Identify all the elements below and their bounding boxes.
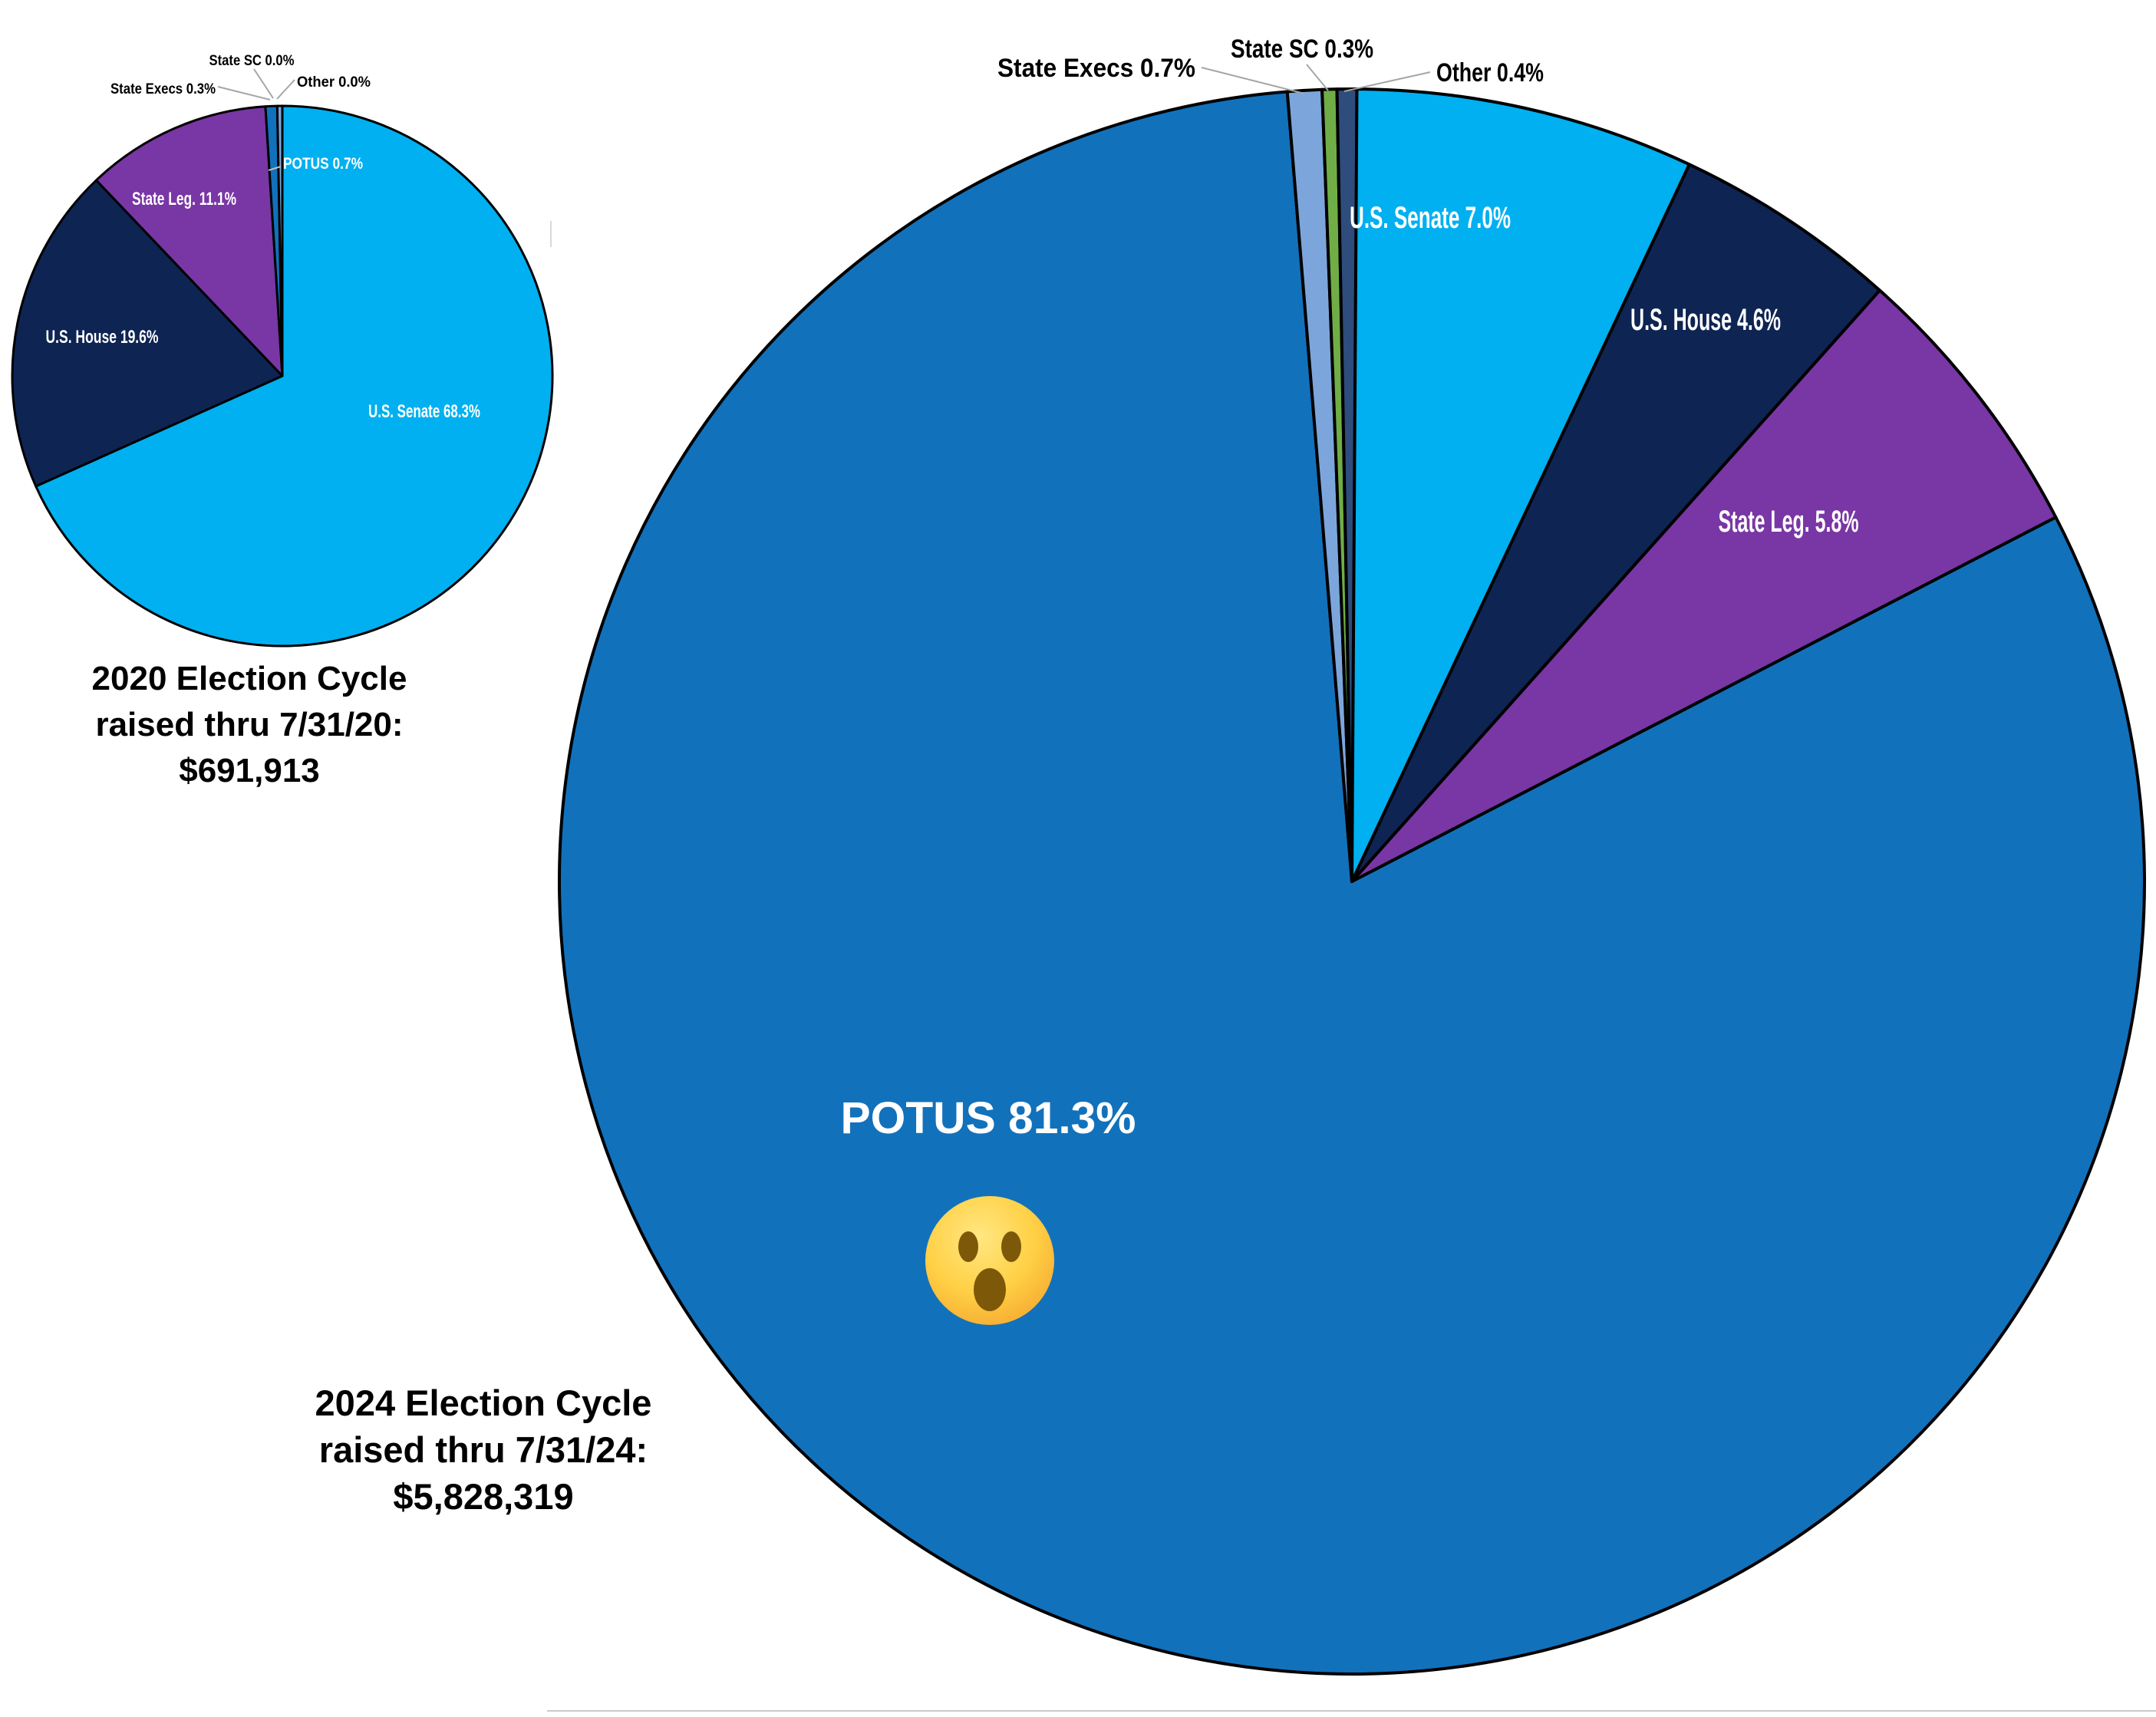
pie-2020-slice-state-execs — [275, 104, 284, 377]
pie-2020-label-u-s-senate: U.S. Senate 68.3% — [368, 401, 480, 422]
pie-2020-label-potus: POTUS 0.7% — [283, 155, 363, 173]
pie-2020-leader-potus — [268, 166, 282, 171]
artifacts-layer — [547, 221, 2156, 1712]
pie-2024-slice-u-s-senate — [1350, 87, 1691, 883]
pie-2020-label-state-leg: State Leg. 11.1% — [132, 189, 236, 209]
emoji-left-eye — [958, 1231, 978, 1262]
pie-2024-group: U.S. Senate 7.0% U.S. House 4.6% State Leg… — [558, 35, 2146, 1676]
pie-2020-group: U.S. Senate 68.3% U.S. House 19.6% State L… — [11, 53, 554, 648]
pie-2020-label-u-s-house: U.S. House 19.6% — [46, 327, 159, 348]
pies-layer: U.S. Senate 68.3% U.S. House 19.6% State L… — [11, 35, 2146, 1676]
pie-2020-slice-u-s-house — [11, 179, 284, 488]
face-with-open-mouth-emoji — [925, 1196, 1054, 1325]
pie-2024-leader-other — [1343, 71, 1431, 92]
title-2024-line-3: $5,828,319 — [393, 1476, 573, 1517]
emoji-face — [925, 1196, 1054, 1325]
title-2024-line-1: 2024 Election Cycle — [315, 1382, 652, 1423]
pie-2024-label-state-leg: State Leg. 5.8% — [1719, 505, 1859, 539]
pie-2020-label-state-sc: State SC 0.0% — [209, 53, 295, 69]
pie-2024-label-other: Other 0.4% — [1436, 58, 1544, 87]
pie-2020-label-other: Other 0.0% — [297, 74, 371, 91]
title-2020-line-2: raised thru 7/31/20: — [95, 706, 403, 743]
pie-2024-label-state-execs: State Execs 0.7% — [997, 54, 1195, 83]
emoji-open-mouth — [974, 1268, 1006, 1311]
pie-2020-label-state-execs: State Execs 0.3% — [110, 81, 216, 97]
pie-2024-leader-state-sc — [1306, 64, 1329, 91]
pie-2020-slice-state-leg — [94, 105, 284, 377]
pie-2024-slice-state-leg — [1350, 288, 2058, 883]
title-2024-line-2: raised thru 7/31/24: — [319, 1429, 648, 1470]
pie-2024-leader-state-execs — [1201, 67, 1305, 94]
pie-2024-label-potus: POTUS 81.3% — [841, 1093, 1136, 1143]
pie-2020-leader-other — [276, 79, 295, 100]
pie-2024-label-state-sc: State SC 0.3% — [1231, 35, 1373, 64]
emoji-right-eye — [1001, 1231, 1021, 1262]
pie-2024-label-u-s-senate: U.S. Senate 7.0% — [1350, 201, 1511, 235]
title-2020-line-1: 2020 Election Cycle — [92, 660, 407, 697]
pie-2024-slice-u-s-house — [1350, 163, 1881, 883]
title-2020-line-3: $691,913 — [179, 752, 320, 789]
pie-2020-slice-u-s-senate — [35, 104, 554, 648]
pie-2020-leader-state-execs — [217, 86, 271, 101]
pie-2020-leader-state-sc — [253, 68, 274, 99]
pie-2024-label-u-s-house: U.S. House 4.6% — [1630, 303, 1781, 337]
title-2020-block: 2020 Election Cycle raised thru 7/31/20:… — [92, 660, 407, 789]
title-2024-block: 2024 Election Cycle raised thru 7/31/24:… — [315, 1382, 652, 1517]
